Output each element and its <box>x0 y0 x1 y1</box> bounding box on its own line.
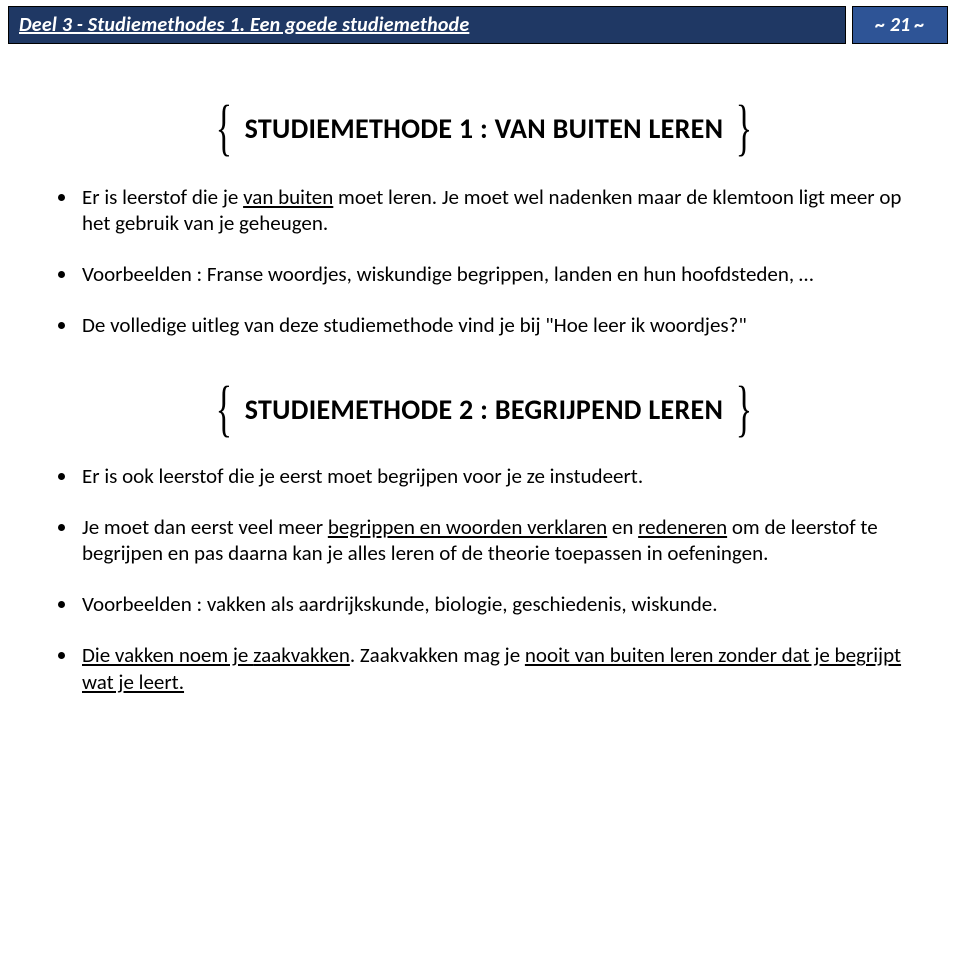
text: De volledige uitleg van deze studiemetho… <box>82 312 747 338</box>
list-item: Voorbeelden : Franse woordjes, wiskundig… <box>78 261 916 288</box>
section-2-title-row: { STUDIEMETHODE 2 : BEGRIJPEND LEREN } <box>52 385 916 435</box>
brace-close-icon: } <box>736 104 752 154</box>
text: Voorbeelden : vakken als aardrijkskunde,… <box>82 591 718 617</box>
section-1-title: { STUDIEMETHODE 1 : VAN BUITEN LEREN } <box>209 104 759 154</box>
page: Deel 3 - Studiemethodes 1. Een goede stu… <box>0 6 960 966</box>
text-underline: redeneren <box>638 514 727 540</box>
text-underline: Die vakken noem je <box>82 642 253 668</box>
brace-open-icon: { <box>216 385 232 435</box>
text: Je moet dan eerst veel meer <box>82 514 328 540</box>
list-item: De volledige uitleg van deze studiemetho… <box>78 312 916 339</box>
text: . Zaakvakken mag je <box>350 642 525 668</box>
section-2-title-text: STUDIEMETHODE 2 : BEGRIJPEND LEREN <box>245 392 724 427</box>
text-underline: begrippen en woorden verklaren <box>328 514 607 540</box>
text: Voorbeelden : Franse woordjes, wiskundig… <box>82 261 813 287</box>
list-item: Voorbeelden : vakken als aardrijkskunde,… <box>78 591 916 618</box>
list-item: Die vakken noem je zaakvakken. Zaakvakke… <box>78 642 916 696</box>
section-2-list: Er is ook leerstof die je eerst moet beg… <box>52 463 916 696</box>
section-2-title: { STUDIEMETHODE 2 : BEGRIJPEND LEREN } <box>209 385 759 435</box>
text: Er is ook leerstof die je eerst moet beg… <box>82 463 643 489</box>
section-1-list: Er is leerstof die je van buiten moet le… <box>52 184 916 340</box>
page-header: Deel 3 - Studiemethodes 1. Een goede stu… <box>8 6 948 44</box>
section-1-title-row: { STUDIEMETHODE 1 : VAN BUITEN LEREN } <box>52 104 916 154</box>
page-number: ~ 21 ~ <box>852 6 948 44</box>
brace-close-icon: } <box>736 385 752 435</box>
text-underline: zaakvakken <box>253 642 350 668</box>
text: Er is leerstof die je <box>82 184 243 210</box>
header-breadcrumb: Deel 3 - Studiemethodes 1. Een goede stu… <box>8 6 846 44</box>
list-item: Er is ook leerstof die je eerst moet beg… <box>78 463 916 490</box>
brace-open-icon: { <box>216 104 232 154</box>
list-item: Je moet dan eerst veel meer begrippen en… <box>78 514 916 568</box>
page-content: { STUDIEMETHODE 1 : VAN BUITEN LEREN } E… <box>0 104 960 696</box>
section-1-title-text: STUDIEMETHODE 1 : VAN BUITEN LEREN <box>245 111 724 146</box>
text-underline: van buiten <box>243 184 333 210</box>
list-item: Er is leerstof die je van buiten moet le… <box>78 184 916 238</box>
text: en <box>607 514 638 540</box>
